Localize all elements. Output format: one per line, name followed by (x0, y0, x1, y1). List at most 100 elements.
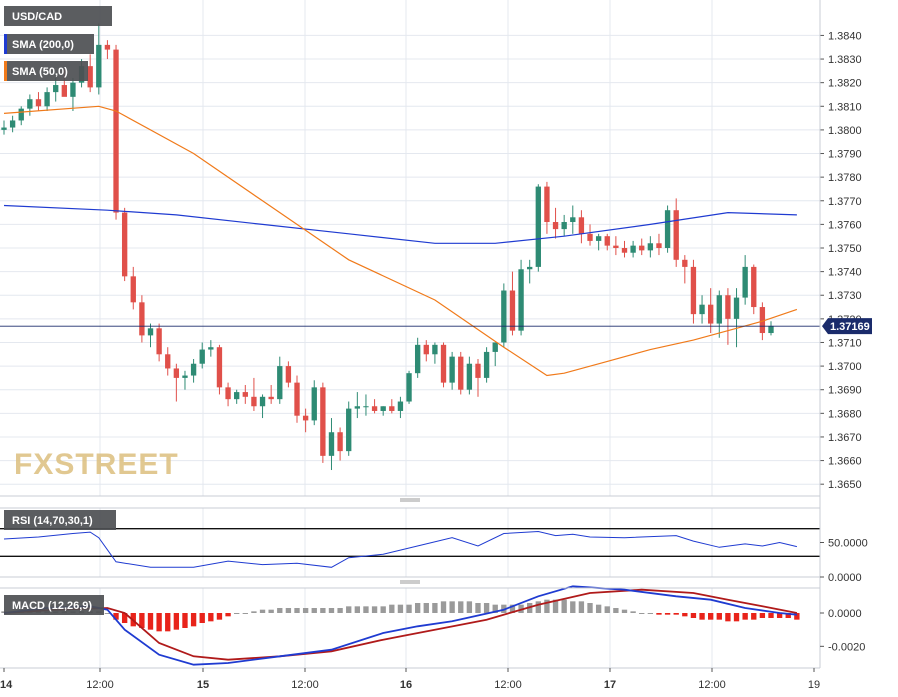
candle (139, 295, 145, 343)
candle-body (501, 290, 507, 343)
candle (130, 266, 136, 310)
candle (268, 384, 274, 404)
candle (18, 106, 24, 126)
y-tick-label: 1.3760 (828, 219, 862, 231)
watermark: FXSTREET (14, 448, 179, 481)
rsi-y-tick-label: 50.0000 (828, 538, 868, 550)
macd-histogram-bar (794, 613, 800, 620)
macd-histogram-bar (535, 601, 541, 613)
macd-histogram-bar (320, 608, 326, 613)
macd-histogram-bar (173, 613, 180, 630)
macd-histogram-bar (682, 613, 688, 617)
candle-body (768, 325, 774, 334)
candle (423, 340, 429, 362)
candle (285, 361, 292, 388)
legend: USD/CAD SMA (200,0) SMA (50,0) RSI (14,70,3… (4, 6, 116, 615)
legend-sma-50-bg (4, 61, 88, 81)
candle (475, 359, 481, 397)
candle (27, 94, 33, 116)
candle-body (483, 351, 490, 378)
candle-body (35, 99, 42, 107)
macd-histogram-bar (716, 613, 722, 620)
macd-histogram-bar (458, 601, 464, 613)
macd-histogram-bar (363, 606, 369, 613)
candle-body (311, 387, 317, 421)
candle-body (328, 432, 335, 456)
macd-histogram-bar (414, 603, 421, 613)
y-tick-label: 1.3730 (828, 290, 862, 302)
last-price-tag-bg (822, 318, 872, 335)
legend-rsi-bg (4, 510, 116, 530)
macd-histogram-bar (440, 601, 447, 613)
macd-histogram-bar (389, 604, 395, 613)
candle (604, 233, 610, 251)
macd-histogram-bar (208, 613, 214, 622)
macd-histogram-bar (647, 613, 654, 614)
candle-body (492, 342, 498, 352)
candle (699, 295, 705, 324)
candle-body (320, 387, 326, 456)
macd-y-tick-label: -0.0020 (828, 641, 865, 653)
candle-body (406, 373, 412, 402)
candle-body (53, 85, 59, 93)
macd-histogram-bar (268, 609, 274, 613)
legend-sma-200-swatch (4, 34, 7, 54)
macd-histogram-bar (121, 613, 128, 623)
macd-histogram-bar (406, 604, 412, 613)
macd-histogram-bar (785, 613, 791, 618)
macd-histogram-bar (708, 613, 714, 620)
candle (389, 399, 395, 414)
candle-body (475, 363, 481, 378)
candle-body (371, 406, 378, 411)
candle (492, 342, 498, 367)
rsi-y-tick-label: 0.0000 (828, 572, 862, 584)
candle-body (664, 210, 671, 248)
candle-body (277, 366, 283, 400)
legend-rsi: RSI (14,70,30,1) (4, 510, 116, 530)
macd-histogram-bar (725, 613, 731, 622)
axes: 1.3650 1.3660 1.3670 1.3680 1.3690 1.3700 1.37… (0, 0, 872, 691)
macd-histogram-bar (561, 599, 567, 613)
candle (440, 342, 447, 388)
candle-body (9, 120, 16, 128)
candle (190, 359, 197, 383)
candle-body (121, 212, 128, 277)
macd-histogram-bar (664, 613, 671, 615)
candle (113, 44, 119, 220)
candle (587, 224, 593, 246)
candle-body (630, 245, 636, 253)
candle (234, 389, 240, 404)
candle-body (234, 392, 240, 400)
macd-histogram-bar (104, 613, 111, 614)
macd-histogram-bar (139, 613, 145, 628)
x-tick-label: 17 (604, 679, 616, 691)
candle-body (458, 356, 464, 390)
candle (225, 382, 231, 407)
y-tick-label: 1.3680 (828, 408, 862, 420)
candle (561, 214, 567, 237)
macd-histogram-bar (552, 599, 559, 613)
candle-body (561, 222, 567, 230)
macd-histogram-bar (449, 601, 455, 613)
candle (682, 255, 688, 284)
candle (716, 290, 722, 338)
candle (406, 370, 412, 404)
candle-body (285, 366, 292, 383)
candle-body (380, 406, 386, 411)
candle-body (423, 344, 429, 355)
macd-histogram-bar (234, 613, 240, 614)
rsi-line (3, 530, 798, 568)
candle (613, 236, 619, 256)
macd-histogram-bar (242, 613, 248, 614)
candle (96, 23, 102, 95)
candle (570, 205, 576, 234)
candle (9, 115, 16, 133)
candle-body (466, 363, 473, 390)
candle (380, 406, 386, 416)
price-panel: FXSTREET (0, 23, 820, 481)
candle-body (595, 236, 602, 241)
macd-histogram-bar (311, 608, 317, 613)
candle (70, 77, 76, 112)
